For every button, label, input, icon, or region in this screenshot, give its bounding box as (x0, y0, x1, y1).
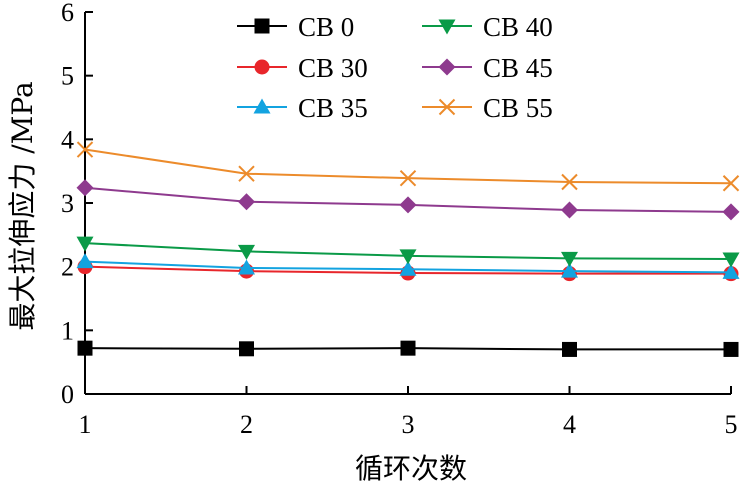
data-point (239, 341, 254, 357)
data-point (238, 165, 255, 182)
legend-item: CB 30 (237, 53, 368, 83)
legend-marker (438, 98, 456, 116)
series-cb-35 (76, 253, 740, 279)
legend-item: CB 55 (422, 93, 553, 123)
data-point (399, 169, 417, 187)
data-point (76, 141, 94, 158)
x-axis-title: 循环次数 (355, 452, 467, 485)
data-point (722, 203, 740, 221)
data-point (561, 251, 578, 267)
y-tick-label: 3 (61, 189, 74, 218)
legend-item: CB 45 (422, 53, 553, 83)
data-point (76, 253, 94, 269)
legend-label: CB 40 (483, 12, 553, 42)
data-point (238, 193, 255, 211)
legend-marker (438, 58, 456, 76)
data-point (238, 259, 255, 275)
legend-item: CB 0 (237, 12, 354, 42)
x-tick-label: 5 (725, 410, 738, 439)
data-point (76, 179, 94, 197)
data-point (722, 252, 740, 268)
legend-marker (254, 59, 270, 75)
x-tick-label: 2 (240, 410, 253, 439)
data-point (562, 341, 577, 357)
legend: CB 0 CB 30 CB 35 CB 40 CB 45 CB 55 (237, 12, 553, 123)
x-tick-label: 4 (563, 410, 576, 439)
legend-label: CB 45 (483, 53, 553, 83)
y-tick-label: 2 (61, 253, 74, 282)
y-tick-label: 6 (61, 0, 74, 27)
y-tick-label: 0 (61, 380, 74, 409)
data-point (238, 244, 255, 260)
data-point (561, 201, 578, 219)
legend-marker (438, 19, 456, 35)
y-tick-label: 5 (61, 62, 74, 91)
legend-label: CB 35 (298, 93, 368, 123)
data-point (77, 340, 93, 356)
series-layer (76, 141, 740, 357)
data-point (722, 175, 740, 192)
data-point (399, 260, 417, 276)
legend-marker (253, 98, 271, 114)
legend-label: CB 55 (483, 93, 553, 123)
data-point (400, 340, 416, 356)
series-cb-55 (76, 141, 740, 192)
y-tick-label: 4 (61, 125, 74, 154)
series-cb-0 (77, 340, 739, 357)
data-point (76, 236, 94, 252)
data-point (561, 262, 578, 278)
y-tick-label: 1 (61, 316, 74, 345)
legend-label: CB 0 (298, 12, 354, 42)
data-point (722, 263, 740, 279)
data-point (723, 341, 739, 357)
legend-item: CB 40 (422, 12, 553, 42)
x-tick-label: 1 (79, 410, 92, 439)
x-tick-label: 3 (402, 410, 415, 439)
legend-label: CB 30 (298, 53, 368, 83)
data-point (399, 196, 417, 214)
legend-marker (254, 18, 270, 34)
data-point (399, 249, 417, 265)
y-axis-title: 最大拉伸应力 /MPa (6, 81, 39, 330)
data-point (561, 173, 578, 191)
series-cb-45 (76, 179, 740, 221)
legend-item: CB 35 (237, 93, 368, 123)
series-cb-40 (76, 236, 740, 268)
